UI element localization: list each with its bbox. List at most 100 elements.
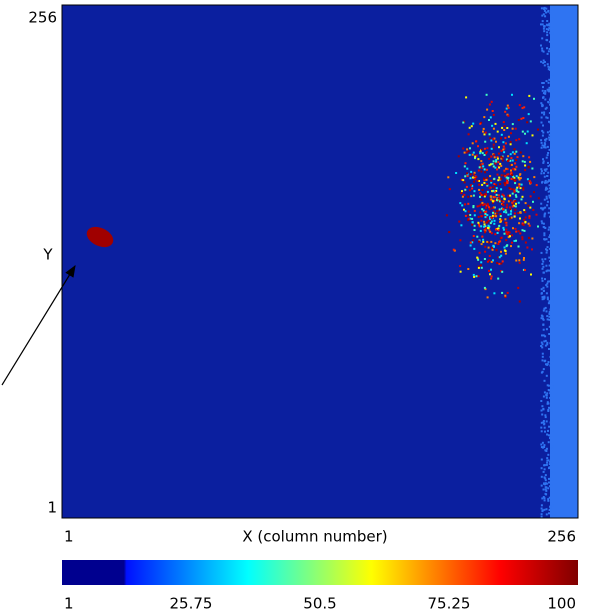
heatmap-speckle [547,228,550,231]
heatmap-speckle [490,100,493,103]
heatmap-speckle [541,14,544,17]
heatmap-speckle [472,239,475,242]
heatmap-speckle [497,256,500,259]
x-tick-label: 256 [547,528,576,546]
heatmap-speckle [485,168,488,171]
heatmap-speckle [528,236,530,239]
heatmap-speckle [546,341,549,344]
heatmap-speckle [475,275,478,278]
heatmap-speckle [500,262,503,265]
heatmap-speckle [545,181,548,184]
heatmap-speckle [547,180,550,183]
heatmap-speckle [471,184,474,187]
heatmap-speckle [522,258,525,261]
heatmap-speckle [472,206,475,209]
heatmap-speckle [547,389,550,391]
heatmap-speckle [548,313,551,316]
heatmap-speckle [462,179,465,182]
heatmap-speckle [547,23,550,26]
heatmap-speckle [480,194,483,197]
heatmap-speckle [493,292,496,295]
heatmap-speckle [490,198,493,201]
heatmap-speckle [551,217,554,220]
heatmap-speckle [551,49,554,52]
heatmap-speckle [551,268,553,271]
heatmap-speckle [480,198,483,201]
heatmap-speckle [479,150,482,153]
heatmap-speckle [490,232,493,235]
heatmap-speckle [548,196,551,199]
heatmap-speckle [544,474,547,477]
heatmap-speckle [546,34,549,37]
heatmap-speckle [469,184,472,187]
heatmap-speckle [547,65,550,68]
heatmap-speckle [549,215,552,218]
heatmap-speckle [500,177,503,180]
heatmap-speckle [551,283,554,286]
heatmap-speckle [518,300,521,303]
heatmap-speckle [547,9,550,12]
heatmap-speckle [514,162,517,165]
heatmap-speckle [545,137,548,140]
heatmap-speckle [546,298,549,301]
heatmap-speckle [551,197,554,200]
heatmap-speckle [541,315,544,318]
heatmap-speckle [503,147,506,150]
heatmap-speckle [496,130,499,133]
heatmap-speckle [478,183,481,186]
heatmap-speckle [507,213,510,216]
heatmap-speckle [479,264,482,267]
heatmap-speckle [479,192,482,195]
arrow [1,264,76,386]
heatmap-speckle [549,478,552,481]
heatmap-speckle [540,139,543,142]
heatmap-speckle [542,13,545,16]
heatmap-speckle [493,219,496,222]
heatmap-speckle [468,153,471,156]
heatmap-speckle [506,104,509,107]
heatmap-speckle [509,217,511,220]
heatmap-speckle [495,190,498,192]
heatmap-speckle [471,187,474,190]
heatmap-speckle [501,270,504,273]
heatmap-speckle [484,288,487,291]
heatmap-speckle [526,121,529,124]
heatmap-speckle [550,276,553,279]
heatmap-speckle [545,374,548,377]
heatmap-speckle [473,247,476,250]
heatmap-speckle [507,155,510,158]
heatmap-speckle [484,245,487,248]
heatmap-speckle [495,187,498,190]
heatmap-speckle [518,185,521,188]
heatmap-speckle [501,207,503,210]
heatmap-speckle [504,184,507,187]
heatmap-speckle [506,173,509,176]
heatmap-speckle [547,165,550,168]
heatmap-speckle [480,225,483,228]
heatmap-speckle [524,202,527,205]
heatmap-speckle [531,237,534,240]
heatmap-speckle [480,215,483,218]
heatmap-speckle [546,39,549,42]
heatmap-speckle [543,64,546,67]
plot-frame [61,4,579,519]
heatmap-speckle [547,171,550,174]
heatmap-speckle [492,127,495,130]
heatmap-speckle [524,211,527,214]
heatmap-speckle [463,193,466,196]
heatmap-speckle [549,435,552,438]
heatmap-speckle [488,187,491,190]
heatmap-speckle [519,151,522,154]
heatmap-speckle [543,391,546,394]
heatmap-speckle [481,162,484,165]
heatmap-speckle [543,295,546,298]
heatmap-speckle [543,422,546,425]
heatmap-speckle [550,284,553,287]
heatmap-speckle [500,155,503,158]
heatmap-speckle [506,181,509,184]
heatmap-speckle [521,160,524,163]
heatmap-speckle [546,285,549,288]
heatmap-speckle [455,172,458,174]
heatmap-speckle [546,318,549,321]
heatmap-speckle [509,208,512,211]
